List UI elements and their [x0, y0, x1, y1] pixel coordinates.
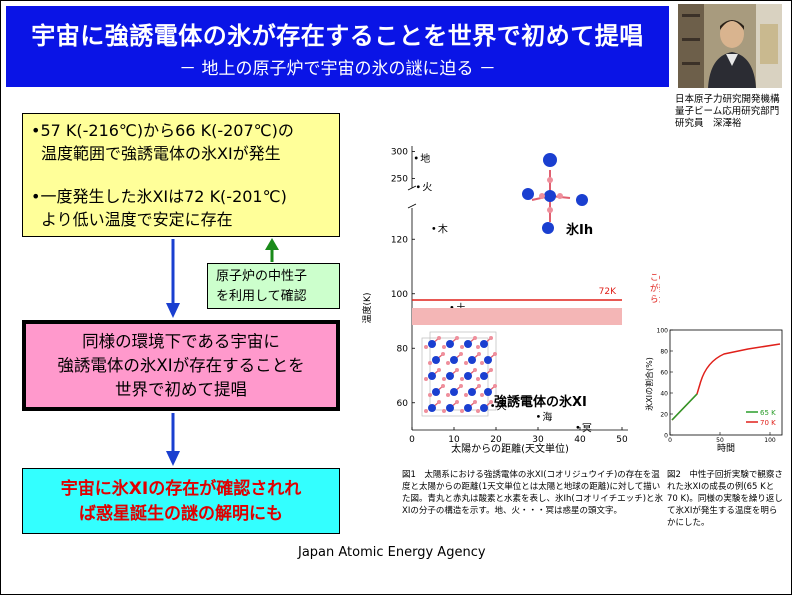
line-72k-label: 72K: [599, 287, 617, 297]
proposal-line3: 世界で初めて提唱: [115, 380, 247, 399]
affiliation: 日本原子力研究開発機構 量子ビーム応用研究部門 研究員 深澤裕: [675, 94, 780, 130]
page-title: 宇宙に強誘電体の氷が存在することを世界で初めて提唱: [31, 22, 644, 50]
y-tick-label: 100: [391, 290, 408, 300]
planet-point: 天: [491, 401, 507, 412]
series-65k-line: [671, 393, 698, 421]
series-70k-line: [671, 343, 781, 421]
ice-xi-label: 強誘電体の氷XI: [494, 394, 587, 410]
researcher-photo: [678, 4, 782, 88]
figure2-plot-area: [669, 329, 783, 436]
x-tick-label: 0: [409, 435, 415, 445]
affiliation-org: 日本原子力研究開発機構: [675, 94, 780, 105]
x-tick-label: 10: [448, 435, 460, 445]
planet-point: 地: [414, 152, 430, 165]
planet-label: 火: [422, 182, 432, 194]
planet-marker: [432, 226, 436, 230]
arrow-down-1: [166, 239, 180, 318]
figure2-xlabel: 時間: [717, 443, 735, 454]
ice-ih-label: 氷Ih: [566, 222, 593, 238]
axis-break-bottom: [407, 203, 417, 209]
proposal-line1: 同様の環境下である宇宙に: [82, 332, 280, 351]
planet-marker: [414, 156, 418, 160]
ice-xi-lattice-icon: [421, 331, 497, 417]
outlook-line1: 宇宙に氷XIの存在が確認されれ: [60, 479, 302, 499]
figure1-xlabel: 太陽からの距離(天文単位): [451, 442, 569, 455]
affiliation-researcher: 研究員 深澤裕: [675, 118, 742, 129]
fig2-x-tick-label: 100: [764, 437, 776, 444]
planet-label: 地: [420, 152, 430, 165]
footer-organization: Japan Atomic Energy Agency: [298, 545, 486, 560]
y-tick-label: 300: [391, 147, 408, 157]
x-tick-label: 40: [574, 435, 586, 445]
neutron-note-box: 原子炉の中性子 を利用して確認: [207, 263, 340, 309]
affiliation-dept: 量子ビーム応用研究部門: [675, 106, 780, 117]
fig2-y-tick-label: 60: [660, 370, 668, 377]
planet-label: 土: [456, 301, 466, 314]
planet-label: 天: [497, 401, 507, 412]
ice-ih-molecule-icon: [522, 153, 588, 234]
planet-point: 火: [416, 182, 432, 194]
annotation-line2: が発生することを明: [650, 283, 660, 294]
fig2-x-tick-label: 50: [716, 437, 724, 444]
planet-point: 木: [432, 223, 448, 235]
y-tick-label: 60: [397, 399, 409, 409]
bullet1-line2: 温度範囲で強誘電体の氷XIが発生: [41, 144, 281, 163]
figure2-chart: 100 80 60 40 20 00 50 100 65 K 70 K 時間 氷XIの割合(%…: [644, 328, 783, 454]
bullet2-line2: より低い温度で安定に存在: [41, 210, 233, 229]
legend-70k: 70 K: [760, 419, 776, 427]
ice-xi-band: [412, 308, 622, 325]
title-banner: 宇宙に強誘電体の氷が存在することを世界で初めて提唱 － 地上の原子炉で宇宙の氷の…: [6, 6, 669, 87]
planet-marker: [491, 404, 495, 407]
bullet2-line1: •一度発生した氷XIは72 K(-201℃): [31, 187, 287, 206]
planet-marker: [416, 185, 420, 189]
fig2-y-tick-label: 0: [664, 433, 668, 440]
axis-break-top: [407, 185, 417, 191]
x-tick-label: 50: [616, 435, 628, 445]
neutron-note-line2: を利用して確認: [216, 289, 307, 304]
fig2-y-tick-label: 80: [660, 349, 668, 356]
annotation-line3: らかにした。: [650, 295, 660, 305]
bullet1-line1: •57 K(-216℃)から66 K(-207℃)の: [31, 121, 294, 140]
outlook-line2: ば惑星誕生の謎の解明にも: [79, 504, 283, 524]
y-tick-label: 80: [397, 344, 409, 354]
page-subtitle: － 地上の原子炉で宇宙の氷の謎に迫る －: [179, 59, 496, 79]
annotation-line1: この温度範囲で氷XI: [650, 272, 660, 283]
fig2-y-tick-label: 20: [660, 412, 668, 419]
planet-marker: [537, 414, 540, 418]
finding-box: •57 K(-216℃)から66 K(-207℃)の 温度範囲で強誘電体の氷XI…: [22, 113, 340, 237]
figure2-caption: 図2 中性子回折実験で観察された氷XIの成長の例(65 Kと70 K)。同様の実…: [667, 470, 783, 528]
x-tick-label: 20: [490, 435, 502, 445]
planet-label: 冥: [582, 422, 592, 434]
figure2-ylabel: 氷XIの割合(%): [644, 357, 654, 411]
arrow-down-2: [166, 413, 180, 466]
planet-label: 海: [542, 410, 552, 423]
y-tick-label: 250: [391, 175, 408, 185]
fig2-y-tick-label: 100: [657, 328, 669, 335]
figure1-caption: 図1 太陽系における強誘電体の氷XI(コオリジュウイチ)の存在を温度と太陽からの…: [402, 470, 664, 516]
x-tick-label: 30: [532, 435, 544, 445]
proposal-line2: 強誘電体の氷XIが存在することを: [57, 356, 305, 375]
planet-label: 木: [438, 223, 448, 235]
y-tick-label: 120: [391, 235, 408, 245]
proposal-box: 同様の環境下である宇宙に 強誘電体の氷XIが存在することを 世界で初めて提唱: [22, 320, 340, 411]
planet-marker: [576, 425, 580, 429]
fig2-y-tick-label: 40: [660, 391, 668, 398]
arrow-up-green: [265, 238, 279, 262]
legend-65k: 65 K: [760, 409, 776, 417]
neutron-note-line1: 原子炉の中性子: [216, 269, 308, 284]
outlook-box: 宇宙に氷XIの存在が確認されれ ば惑星誕生の謎の解明にも: [22, 468, 340, 534]
planet-point: 冥: [576, 422, 592, 434]
planet-point: 海: [537, 410, 552, 423]
figure1-ylabel: 温度(K): [361, 293, 373, 324]
fig2-x-tick-label: 0: [668, 437, 672, 444]
